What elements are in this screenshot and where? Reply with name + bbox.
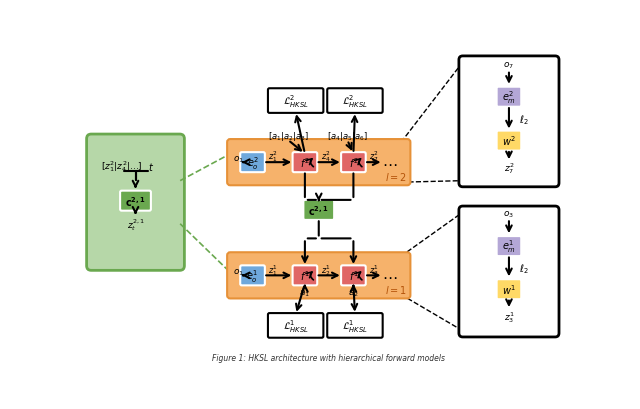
Text: $a_1$: $a_1$ [300,288,310,298]
Text: $[z_1^2|z_4^2|$...]: $[z_1^2|z_4^2|$...] [101,159,143,174]
FancyBboxPatch shape [227,253,410,299]
Text: $\mathcal{L}^2_{HKSL}$: $\mathcal{L}^2_{HKSL}$ [283,93,308,110]
Text: $\ell_2$: $\ell_2$ [520,113,529,127]
FancyBboxPatch shape [86,135,184,271]
FancyBboxPatch shape [459,207,559,337]
Text: $f^2$: $f^2$ [300,156,310,170]
Text: $\mathcal{L}^1_{HKSL}$: $\mathcal{L}^1_{HKSL}$ [283,317,308,334]
Text: $e_m^1$: $e_m^1$ [502,238,516,255]
Text: $\ell_2$: $\ell_2$ [520,262,529,276]
FancyBboxPatch shape [227,140,410,186]
FancyBboxPatch shape [327,313,383,338]
FancyBboxPatch shape [341,153,365,173]
FancyBboxPatch shape [292,153,317,173]
Text: $\mathbf{c^{2,1}}$: $\mathbf{c^{2,1}}$ [308,204,329,217]
FancyBboxPatch shape [341,266,365,285]
Text: $f^1$: $f^1$ [300,269,310,283]
Text: $z_7^2$: $z_7^2$ [369,149,379,164]
Text: $w^1$: $w^1$ [502,283,516,297]
FancyBboxPatch shape [497,236,521,256]
FancyBboxPatch shape [327,89,383,114]
FancyBboxPatch shape [292,266,317,285]
FancyBboxPatch shape [497,279,521,299]
Text: $o_1$: $o_1$ [233,154,244,164]
Text: $f^1$: $f^1$ [349,269,358,283]
Text: $z_1^1$: $z_1^1$ [268,262,278,277]
FancyBboxPatch shape [268,313,323,338]
Text: $f^2$: $f^2$ [349,156,358,170]
Text: $w^2$: $w^2$ [502,135,516,148]
FancyBboxPatch shape [459,57,559,187]
FancyBboxPatch shape [120,191,151,211]
Text: $z_t^{2,1}$: $z_t^{2,1}$ [127,216,145,232]
FancyBboxPatch shape [497,88,521,108]
Text: $l=1$: $l=1$ [385,283,407,295]
Text: $z_4^2$: $z_4^2$ [321,149,332,164]
Text: $o_3$: $o_3$ [504,209,515,220]
FancyBboxPatch shape [303,200,334,220]
Text: $l=2$: $l=2$ [385,171,406,182]
Text: $z_1^2$: $z_1^2$ [268,149,278,164]
Text: $z_3^1$: $z_3^1$ [369,262,379,277]
Text: $\mathbf{c^{2,1}}$: $\mathbf{c^{2,1}}$ [125,194,146,208]
Text: $\cdots$: $\cdots$ [382,268,397,283]
Text: $\cdots$: $\cdots$ [382,155,397,170]
Text: $e_m^2$: $e_m^2$ [502,89,516,106]
FancyBboxPatch shape [497,131,521,151]
Text: $\mathcal{L}^1_{HKSL}$: $\mathcal{L}^1_{HKSL}$ [342,317,368,334]
Text: $z_3^1$: $z_3^1$ [504,309,515,324]
Text: $o_1$: $o_1$ [233,267,244,277]
Text: $o_7$: $o_7$ [504,61,515,71]
Text: $a_2$: $a_2$ [348,288,359,298]
FancyBboxPatch shape [268,89,323,114]
Text: $[a_1|a_2|a_3]$: $[a_1|a_2|a_3]$ [268,129,308,142]
Text: $t$: $t$ [148,161,154,173]
Text: $\mathcal{L}^2_{HKSL}$: $\mathcal{L}^2_{HKSL}$ [342,93,368,110]
Text: $z_2^1$: $z_2^1$ [321,262,332,277]
Text: $z_7^2$: $z_7^2$ [504,161,514,175]
FancyBboxPatch shape [240,153,265,173]
FancyBboxPatch shape [240,266,265,285]
Text: $e_o^2$: $e_o^2$ [246,154,259,171]
Text: $[a_4|a_5|a_6]$: $[a_4|a_5|a_6]$ [327,129,367,142]
Text: Figure 1: HKSL architecture with hierarchical forward models: Figure 1: HKSL architecture with hierarc… [211,353,445,362]
Text: $e_o^1$: $e_o^1$ [246,267,259,284]
